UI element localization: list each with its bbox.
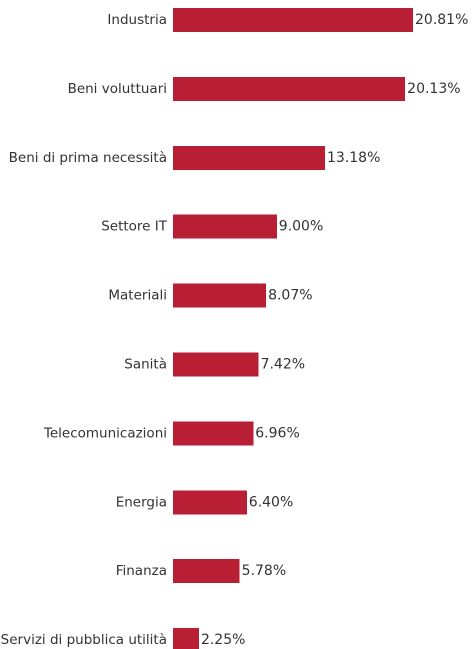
category-label: Industria [107, 12, 167, 28]
bar-row: Beni voluttuari 20.13% [68, 76, 461, 101]
category-label: Sanità [124, 357, 167, 373]
value-label: 13.18% [327, 150, 380, 166]
category-label: Finanza [116, 563, 167, 579]
value-label: 20.81% [415, 12, 468, 28]
category-label: Settore IT [101, 219, 168, 235]
value-label: 6.40% [249, 494, 293, 510]
category-label: Beni di prima necessità [9, 150, 167, 166]
bar-row: Finanza 5.78% [116, 559, 286, 584]
category-label: Materiali [108, 288, 167, 304]
value-label: 8.07% [268, 288, 312, 304]
value-label: 7.42% [261, 357, 305, 373]
category-label: Telecomunicazioni [43, 425, 167, 441]
bar [173, 490, 247, 515]
value-label: 20.13% [407, 81, 460, 97]
bar [173, 283, 267, 308]
bar-row: Materiali 8.07% [108, 283, 313, 308]
bar-row: Industria 20.81% [107, 8, 468, 32]
bar-row: Beni di prima necessità 13.18% [9, 145, 380, 170]
value-label: 2.25% [201, 632, 245, 648]
category-label: Servizi di pubblica utilità [1, 632, 167, 648]
value-label: 6.96% [255, 425, 299, 441]
bar-row: Sanità 7.42% [124, 352, 305, 377]
category-label: Beni voluttuari [68, 81, 167, 97]
bar-row: Servizi di pubblica utilità 2.25% [1, 628, 245, 649]
bar [173, 76, 406, 101]
bar [173, 145, 325, 170]
bar [173, 8, 413, 32]
bar-row: Settore IT 9.00% [101, 214, 323, 239]
bar [173, 559, 240, 584]
bar-row: Energia 6.40% [116, 490, 293, 515]
bar [173, 628, 199, 649]
value-label: 5.78% [242, 563, 286, 579]
value-label: 9.00% [279, 219, 323, 235]
bar [173, 421, 254, 446]
bars-layer: Industria 20.81%Beni voluttuari 20.13%Beni… [1, 8, 468, 649]
bar [173, 352, 259, 377]
bar-row: Telecomunicazioni 6.96% [43, 421, 300, 446]
bar [173, 214, 277, 239]
category-label: Energia [116, 494, 167, 510]
